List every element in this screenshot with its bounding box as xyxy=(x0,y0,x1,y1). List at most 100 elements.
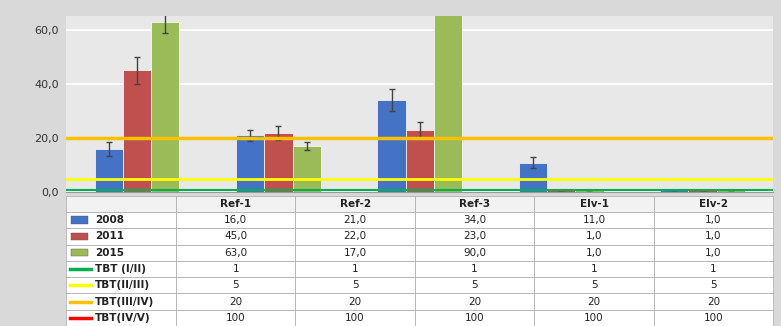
Bar xyxy=(66,310,176,326)
Bar xyxy=(415,310,534,326)
Text: 1,0: 1,0 xyxy=(705,231,722,241)
Bar xyxy=(534,261,654,277)
Text: TBT (I/II): TBT (I/II) xyxy=(95,264,146,274)
Text: 1: 1 xyxy=(710,264,717,274)
Text: 1,0: 1,0 xyxy=(705,215,722,225)
Bar xyxy=(547,190,576,192)
Bar xyxy=(654,293,773,310)
Bar xyxy=(176,261,295,277)
Bar xyxy=(295,228,415,244)
Text: 1,0: 1,0 xyxy=(586,231,602,241)
Bar xyxy=(295,244,415,261)
Text: 1: 1 xyxy=(233,264,239,274)
Text: 100: 100 xyxy=(465,313,484,323)
Text: 11,0: 11,0 xyxy=(583,215,605,225)
Bar xyxy=(534,277,654,293)
Text: 100: 100 xyxy=(704,313,723,323)
Bar xyxy=(123,70,152,192)
Bar xyxy=(66,196,176,212)
Bar xyxy=(534,244,654,261)
Text: TBT(III/IV): TBT(III/IV) xyxy=(95,297,154,306)
Bar xyxy=(654,228,773,244)
Bar xyxy=(295,277,415,293)
Text: 16,0: 16,0 xyxy=(224,215,248,225)
Bar xyxy=(66,228,176,244)
Text: 5: 5 xyxy=(471,280,478,290)
Text: 2015: 2015 xyxy=(95,248,123,258)
Bar xyxy=(70,216,88,224)
Text: 1: 1 xyxy=(351,264,358,274)
Bar xyxy=(534,310,654,326)
Bar xyxy=(176,228,295,244)
Bar xyxy=(434,0,462,192)
Text: TBT(II/III): TBT(II/III) xyxy=(95,280,150,290)
Bar xyxy=(534,212,654,228)
Bar xyxy=(295,293,415,310)
Bar xyxy=(295,196,415,212)
Bar xyxy=(415,212,534,228)
Bar xyxy=(534,293,654,310)
Bar xyxy=(66,277,176,293)
Bar xyxy=(152,22,180,192)
Bar xyxy=(293,146,321,192)
Text: TBT(IV/V): TBT(IV/V) xyxy=(95,313,150,323)
Text: 1,0: 1,0 xyxy=(586,248,602,258)
Bar xyxy=(295,310,415,326)
Text: 63,0: 63,0 xyxy=(224,248,248,258)
Bar xyxy=(176,310,295,326)
Bar xyxy=(415,228,534,244)
Text: Ref-3: Ref-3 xyxy=(459,199,490,209)
Bar xyxy=(377,100,405,192)
Text: 5: 5 xyxy=(233,280,239,290)
Text: 20: 20 xyxy=(707,297,720,306)
Text: 34,0: 34,0 xyxy=(463,215,486,225)
Text: 22,0: 22,0 xyxy=(344,231,366,241)
Bar xyxy=(66,261,176,277)
Bar xyxy=(176,277,295,293)
Bar xyxy=(70,249,88,256)
Text: 20: 20 xyxy=(468,297,481,306)
Bar xyxy=(176,293,295,310)
Text: 20: 20 xyxy=(229,297,242,306)
Bar xyxy=(534,228,654,244)
Text: 2011: 2011 xyxy=(95,231,123,241)
Bar xyxy=(534,196,654,212)
Bar xyxy=(415,293,534,310)
Bar xyxy=(405,130,434,192)
Bar xyxy=(654,261,773,277)
Text: 90,0: 90,0 xyxy=(463,248,486,258)
Bar xyxy=(717,190,745,192)
Text: 23,0: 23,0 xyxy=(463,231,486,241)
Bar xyxy=(66,212,176,228)
Text: 1,0: 1,0 xyxy=(705,248,722,258)
Text: Ref-1: Ref-1 xyxy=(220,199,251,209)
Bar xyxy=(654,277,773,293)
Text: Ref-2: Ref-2 xyxy=(340,199,371,209)
Text: 100: 100 xyxy=(226,313,245,323)
Bar xyxy=(236,136,264,192)
Text: 21,0: 21,0 xyxy=(344,215,366,225)
Bar xyxy=(519,163,547,192)
Text: Elv-2: Elv-2 xyxy=(699,199,728,209)
Bar xyxy=(295,261,415,277)
Text: 100: 100 xyxy=(345,313,365,323)
Bar xyxy=(95,149,123,192)
Bar xyxy=(415,244,534,261)
Bar xyxy=(654,310,773,326)
Text: 5: 5 xyxy=(590,280,597,290)
Bar xyxy=(654,212,773,228)
Text: 20: 20 xyxy=(348,297,362,306)
Text: 1: 1 xyxy=(590,264,597,274)
Bar xyxy=(176,244,295,261)
Bar xyxy=(576,190,604,192)
Text: 1: 1 xyxy=(471,264,478,274)
Text: 17,0: 17,0 xyxy=(344,248,366,258)
Text: 5: 5 xyxy=(710,280,717,290)
Text: 2008: 2008 xyxy=(95,215,123,225)
Bar xyxy=(415,277,534,293)
Text: Elv-1: Elv-1 xyxy=(580,199,608,209)
Bar xyxy=(654,196,773,212)
Bar xyxy=(415,261,534,277)
Bar xyxy=(660,190,688,192)
Bar xyxy=(654,244,773,261)
